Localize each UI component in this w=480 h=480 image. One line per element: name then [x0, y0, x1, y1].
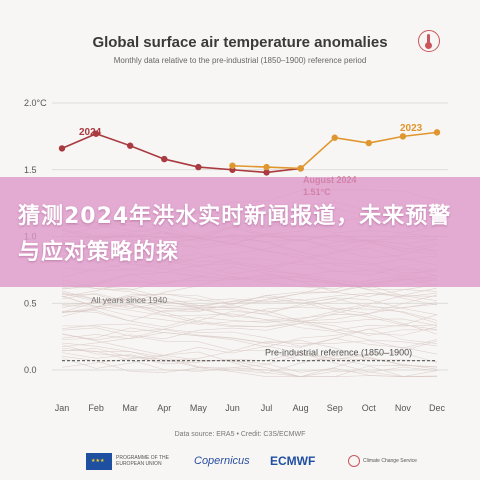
- background-year-line: [61, 355, 438, 377]
- x-tick-label: Aug: [293, 403, 309, 413]
- series-point-2024: [92, 130, 100, 137]
- background-year-line: [61, 349, 438, 372]
- series-point-2023: [229, 162, 236, 169]
- y-tick-label: 0.0: [24, 365, 37, 375]
- background-year-line: [61, 292, 438, 313]
- reference-line-label: Pre-industrial reference (1850–1900): [265, 348, 412, 358]
- series-label-2024: 2024: [79, 127, 102, 138]
- background-year-line: [61, 339, 438, 361]
- background-year-line: [61, 294, 438, 327]
- c3s-logo-text: Climate Change Service: [363, 458, 417, 464]
- x-tick-label: Oct: [362, 403, 377, 413]
- background-year-line: [61, 327, 438, 361]
- background-year-line: [61, 328, 438, 355]
- series-point-2024: [126, 142, 134, 149]
- series-point-2023: [399, 133, 407, 140]
- x-tick-label: Mar: [122, 403, 138, 413]
- background-year-line: [61, 279, 438, 347]
- ecmwf-logo: ECMWF: [270, 452, 315, 470]
- series-point-2023: [263, 163, 270, 171]
- eu-logo: PROGRAMME OF THE EUROPEAN UNION: [86, 452, 178, 470]
- x-tick-label: Jun: [225, 403, 240, 413]
- c3s-logo: Climate Change Service: [348, 452, 423, 470]
- y-tick-label: 2.0°C: [24, 98, 47, 108]
- series-point-2024: [195, 163, 202, 171]
- x-tick-label: Jul: [261, 403, 273, 413]
- copernicus-logo: Copernicus: [194, 452, 250, 470]
- background-year-line: [61, 322, 438, 341]
- x-tick-label: May: [190, 403, 208, 413]
- background-year-line: [61, 324, 438, 348]
- background-year-line: [61, 297, 438, 326]
- background-year-line: [61, 328, 438, 348]
- series-point-2023: [433, 129, 441, 136]
- chart-title: Global surface air temperature anomalies: [92, 34, 388, 51]
- background-year-line: [61, 287, 438, 307]
- x-tick-label: Sep: [327, 403, 343, 413]
- series-point-2023: [331, 134, 338, 141]
- background-year-line: [61, 345, 438, 377]
- y-tick-label: 0.5: [24, 298, 37, 308]
- x-tick-label: Jan: [55, 403, 70, 413]
- background-year-line: [61, 297, 438, 333]
- ecmwf-logo-text: ECMWF: [270, 454, 316, 468]
- headline-overlay-text: 猜测2024年洪水实时新闻报道，未来预警与应对策略的探: [18, 204, 452, 265]
- background-year-line: [61, 342, 438, 374]
- chart-subtitle: Monthly data relative to the pre-industr…: [113, 56, 367, 65]
- background-years-label: All years since 1940: [91, 295, 167, 305]
- thermometer-icon: [418, 30, 440, 52]
- data-source-note: Data source: ERA5 • Credit: C3S/ECMWF: [174, 431, 306, 438]
- background-year-line: [61, 351, 438, 377]
- background-year-line: [61, 333, 437, 377]
- headline-overlay-banner: [0, 177, 480, 287]
- x-tick-label: Apr: [157, 403, 171, 413]
- background-year-line: [61, 344, 438, 368]
- background-year-line: [61, 292, 438, 318]
- eu-flag-icon: [86, 452, 112, 470]
- x-tick-label: Feb: [88, 403, 104, 413]
- y-tick-label: 1.5: [24, 165, 37, 175]
- background-year-line: [61, 284, 438, 313]
- series-label-2023: 2023: [400, 123, 423, 134]
- background-year-line: [61, 295, 438, 328]
- logo-strip: PROGRAMME OF THE EUROPEAN UNION Copernic…: [86, 452, 417, 472]
- x-tick-label: Nov: [395, 403, 412, 413]
- x-tick-label: Dec: [429, 403, 446, 413]
- background-year-line: [61, 306, 438, 336]
- c3s-ring-icon: [348, 455, 360, 467]
- series-line-2024: [61, 132, 301, 174]
- series-point-2024: [161, 155, 168, 163]
- eu-logo-text: PROGRAMME OF THE EUROPEAN UNION: [116, 455, 169, 467]
- series-point-2023: [365, 139, 373, 147]
- background-year-line: [61, 298, 438, 321]
- series-point-2023: [297, 165, 304, 172]
- background-year-line: [61, 323, 438, 370]
- background-year-line: [61, 305, 438, 335]
- series-point-2024: [58, 145, 66, 152]
- series-point-2024: [263, 169, 270, 176]
- copernicus-logo-text: Copernicus: [194, 455, 250, 467]
